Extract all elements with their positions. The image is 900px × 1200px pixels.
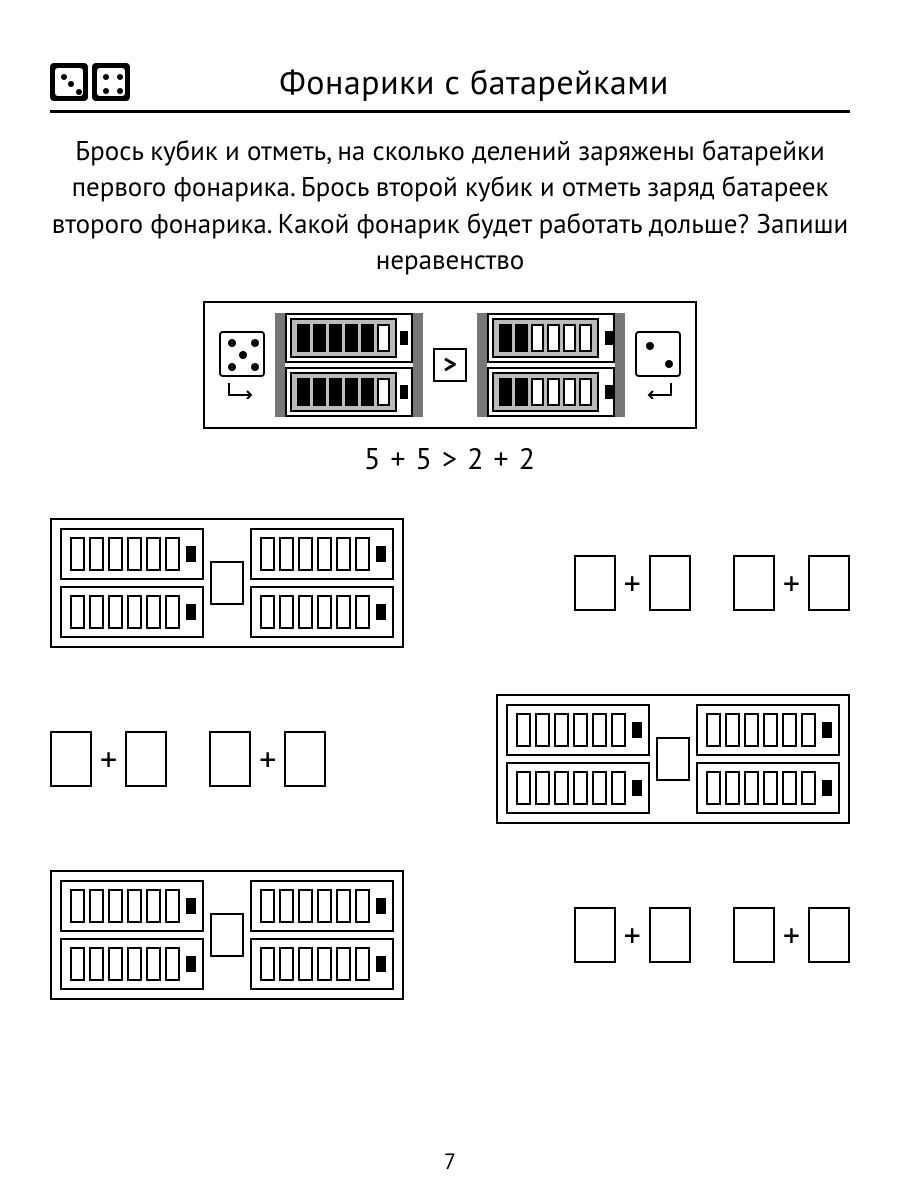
die-icon-3: [50, 63, 88, 101]
plus-sign: +: [783, 561, 800, 605]
number-blank[interactable]: [649, 555, 691, 611]
page-header: Фонарики с батарейками: [50, 60, 850, 113]
instructions-text: Брось кубик и отметь, на сколько делений…: [50, 133, 850, 279]
exercise-row: ++: [50, 694, 850, 824]
inequality-blanks[interactable]: ++: [574, 907, 850, 963]
exercise-row: ++: [50, 870, 850, 1000]
number-blank[interactable]: [808, 907, 850, 963]
plus-sign: +: [100, 737, 117, 781]
number-blank[interactable]: [209, 731, 251, 787]
number-blank[interactable]: [733, 907, 775, 963]
number-blank[interactable]: [574, 555, 616, 611]
comparator-blank[interactable]: [656, 737, 690, 781]
plus-sign: +: [259, 737, 276, 781]
page-number: 7: [0, 1148, 900, 1176]
flashlight-pair[interactable]: [496, 694, 850, 824]
example-comparator: >: [433, 348, 467, 382]
example-die-right: [635, 331, 681, 377]
die-icon-4: [92, 63, 130, 101]
number-blank[interactable]: [649, 907, 691, 963]
number-blank[interactable]: [125, 731, 167, 787]
comparator-blank[interactable]: [210, 913, 244, 957]
page-title: Фонарики с батарейками: [148, 60, 850, 104]
number-blank[interactable]: [284, 731, 326, 787]
example-block: > 5 + 5 > 2 + 2: [50, 301, 850, 478]
plus-sign: +: [624, 561, 641, 605]
example-flashlight-left: [275, 313, 423, 417]
number-blank[interactable]: [50, 731, 92, 787]
example-flashlight-right: [477, 313, 625, 417]
header-dice: [50, 63, 130, 101]
comparator-blank[interactable]: [210, 561, 244, 605]
inequality-blanks[interactable]: ++: [50, 731, 326, 787]
exercise-row: ++: [50, 518, 850, 648]
inequality-blanks[interactable]: ++: [574, 555, 850, 611]
arrow-icon: [227, 381, 257, 399]
plus-sign: +: [624, 913, 641, 957]
exercise-list: ++++++: [50, 518, 850, 1000]
flashlight-pair[interactable]: [50, 518, 404, 648]
number-blank[interactable]: [808, 555, 850, 611]
example-equation: 5 + 5 > 2 + 2: [50, 439, 850, 478]
flashlight-pair[interactable]: [50, 870, 404, 1000]
plus-sign: +: [783, 913, 800, 957]
arrow-icon: [643, 381, 673, 399]
number-blank[interactable]: [574, 907, 616, 963]
number-blank[interactable]: [733, 555, 775, 611]
example-die-left: [219, 331, 265, 377]
